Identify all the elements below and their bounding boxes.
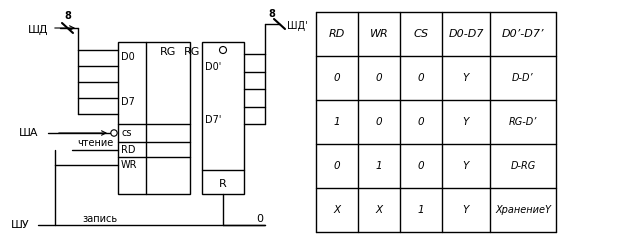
Text: RD: RD xyxy=(121,145,136,155)
Text: 8: 8 xyxy=(268,9,275,19)
Text: чтение: чтение xyxy=(77,138,113,148)
Text: Y: Y xyxy=(463,117,469,127)
Text: Y: Y xyxy=(463,205,469,215)
Text: D0: D0 xyxy=(121,52,135,62)
Text: ШД': ШД' xyxy=(287,21,308,31)
Text: X: X xyxy=(376,205,383,215)
Text: RG: RG xyxy=(184,47,200,57)
Text: D0': D0' xyxy=(205,62,221,72)
Text: Y: Y xyxy=(463,161,469,171)
Text: 0: 0 xyxy=(376,73,383,83)
Bar xyxy=(202,42,244,194)
Text: cs: cs xyxy=(121,128,131,138)
Text: RG: RG xyxy=(160,47,176,57)
Text: R: R xyxy=(219,179,227,189)
Text: D7: D7 xyxy=(121,97,135,107)
Text: D0-D7: D0-D7 xyxy=(448,29,484,39)
Circle shape xyxy=(111,130,117,136)
Text: 1: 1 xyxy=(418,205,424,215)
Text: 0: 0 xyxy=(418,73,424,83)
Text: D0’-D7’: D0’-D7’ xyxy=(502,29,544,39)
Text: X: X xyxy=(334,205,340,215)
Circle shape xyxy=(219,47,226,54)
Text: 0: 0 xyxy=(334,161,340,171)
Text: 0: 0 xyxy=(334,73,340,83)
Text: CS: CS xyxy=(414,29,428,39)
Bar xyxy=(118,42,190,194)
Text: 0: 0 xyxy=(418,161,424,171)
Text: ША: ША xyxy=(19,128,38,138)
Text: 0: 0 xyxy=(418,117,424,127)
Text: 0: 0 xyxy=(257,214,264,224)
Text: WR: WR xyxy=(370,29,388,39)
Text: Y: Y xyxy=(463,73,469,83)
Text: 0: 0 xyxy=(376,117,383,127)
Text: RD: RD xyxy=(329,29,345,39)
Text: RG-D’: RG-D’ xyxy=(509,117,537,127)
Text: D-D’: D-D’ xyxy=(512,73,534,83)
Text: 1: 1 xyxy=(376,161,383,171)
Text: ШУ: ШУ xyxy=(11,220,30,230)
Text: D7': D7' xyxy=(205,115,221,125)
Text: ШД: ШД xyxy=(28,25,48,35)
Text: WR: WR xyxy=(121,160,138,170)
Text: 8: 8 xyxy=(64,11,71,21)
Text: D-RG: D-RG xyxy=(510,161,536,171)
Text: запись: запись xyxy=(82,214,117,224)
Text: ХранениеY: ХранениеY xyxy=(495,205,551,215)
Text: 1: 1 xyxy=(334,117,340,127)
